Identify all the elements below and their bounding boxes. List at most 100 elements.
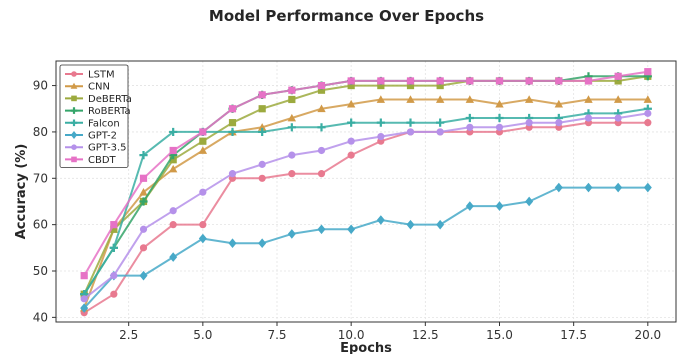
legend-box — [59, 64, 129, 168]
series-deberta — [80, 72, 652, 298]
data-point-cnn — [198, 146, 208, 154]
data-point-cnn — [139, 187, 148, 196]
legend-item-falcon: Falcon — [65, 118, 120, 129]
data-point-gpt-3-5 — [317, 146, 326, 155]
x-tick-label: 5.0 — [193, 328, 212, 342]
legend-item-gpt-2: GPT-2 — [65, 131, 117, 142]
series-gpt-2 — [80, 182, 652, 313]
data-point-cbdt — [644, 68, 652, 76]
legend-label: DeBERTa — [88, 94, 132, 105]
data-point-gpt-2 — [80, 303, 89, 313]
data-point-cnn — [346, 99, 356, 108]
data-point-gpt-3-5 — [258, 160, 266, 168]
data-point-cnn — [643, 95, 653, 103]
data-point-cnn — [376, 95, 386, 103]
data-point-gpt-2 — [287, 229, 296, 239]
data-point-falcon — [436, 118, 445, 127]
legend-label: CBDT — [88, 155, 117, 166]
data-point-cnn — [554, 99, 564, 108]
data-point-cnn — [287, 113, 297, 122]
data-point-gpt-2 — [376, 215, 385, 225]
data-point-gpt-3-5 — [495, 123, 504, 131]
legend-item-cnn: CNN — [65, 82, 110, 93]
data-point-lstm — [199, 221, 207, 229]
data-point-cbdt — [614, 72, 622, 80]
legend-item-lstm: LSTM — [65, 70, 115, 81]
x-axis-label: Epochs — [340, 341, 392, 354]
data-point-gpt-2 — [406, 219, 415, 230]
series-line-gpt-2 — [83, 186, 648, 309]
data-point-lstm — [644, 119, 652, 127]
data-point-falcon — [258, 127, 267, 137]
data-point-falcon — [169, 127, 178, 137]
legend-item-cbdt: CBDT — [65, 155, 117, 166]
data-point-gpt-3-5 — [347, 137, 355, 145]
data-point-roberta — [139, 197, 148, 206]
data-point-cnn — [317, 104, 326, 113]
series-gpt-3-5 — [80, 109, 652, 303]
data-point-gpt-2 — [584, 182, 593, 193]
data-point-deberta — [614, 77, 622, 85]
data-point-deberta — [377, 81, 385, 90]
data-point-falcon — [347, 118, 356, 127]
legend-marker — [70, 107, 78, 114]
data-point-cbdt — [199, 128, 207, 136]
data-point-cbdt — [228, 105, 237, 113]
data-point-gpt-3-5 — [288, 151, 296, 159]
legend-label: LSTM — [88, 70, 115, 81]
data-point-cbdt — [406, 77, 415, 85]
data-point-lstm — [347, 151, 355, 159]
data-point-deberta — [288, 95, 296, 104]
series-cnn — [79, 95, 653, 312]
data-point-cbdt — [169, 146, 177, 155]
data-point-gpt-2 — [317, 224, 326, 235]
data-point-cbdt — [377, 77, 385, 85]
x-tick-label: 2.5 — [119, 328, 138, 342]
data-point-cnn — [168, 164, 178, 173]
y-tick-label: 50 — [33, 264, 48, 278]
data-point-falcon — [376, 118, 385, 127]
data-point-lstm — [258, 174, 266, 182]
data-point-gpt-3-5 — [466, 123, 474, 131]
data-point-gpt-2 — [525, 196, 534, 207]
data-point-lstm — [110, 290, 118, 298]
data-point-cbdt — [288, 86, 296, 94]
legend-label: GPT-2 — [88, 131, 117, 142]
data-point-deberta — [199, 137, 207, 145]
data-point-deberta — [406, 81, 415, 90]
data-point-falcon — [228, 127, 237, 137]
legend-marker — [71, 144, 77, 150]
data-point-cnn — [495, 99, 504, 108]
legend-item-gpt-3-5: GPT-3.5 — [65, 143, 126, 154]
y-tick-label: 40 — [33, 310, 48, 324]
x-tick-label: 10.0 — [338, 328, 365, 342]
data-point-cbdt — [139, 174, 148, 182]
data-point-cbdt — [555, 77, 563, 85]
data-point-cbdt — [110, 221, 118, 229]
data-point-gpt-3-5 — [139, 225, 148, 233]
data-point-gpt-3-5 — [169, 207, 177, 215]
y-axis-label: Accuracy (%) — [14, 144, 29, 240]
data-point-lstm — [288, 170, 296, 178]
x-tick-label: 7.5 — [267, 328, 286, 342]
data-point-cnn — [406, 95, 415, 103]
chart-title: Model Performance Over Epochs — [209, 7, 484, 25]
y-axis: 40 50 60 70 80 90 — [33, 79, 56, 324]
data-point-cbdt — [317, 81, 326, 90]
series-cbdt — [80, 68, 652, 280]
data-point-falcon — [287, 123, 296, 132]
y-tick-label: 80 — [33, 125, 48, 139]
data-point-gpt-2 — [347, 224, 356, 235]
series-line-cbdt — [83, 70, 648, 277]
data-point-cbdt — [347, 77, 355, 85]
data-point-falcon — [495, 113, 504, 123]
data-point-cbdt — [466, 77, 474, 85]
data-point-deberta — [110, 225, 118, 233]
data-point-deberta — [347, 81, 355, 90]
data-point-lstm — [169, 221, 177, 229]
x-tick-label: 17.5 — [560, 328, 587, 342]
x-tick-label: 12.5 — [412, 328, 439, 342]
data-point-cbdt — [436, 77, 444, 85]
